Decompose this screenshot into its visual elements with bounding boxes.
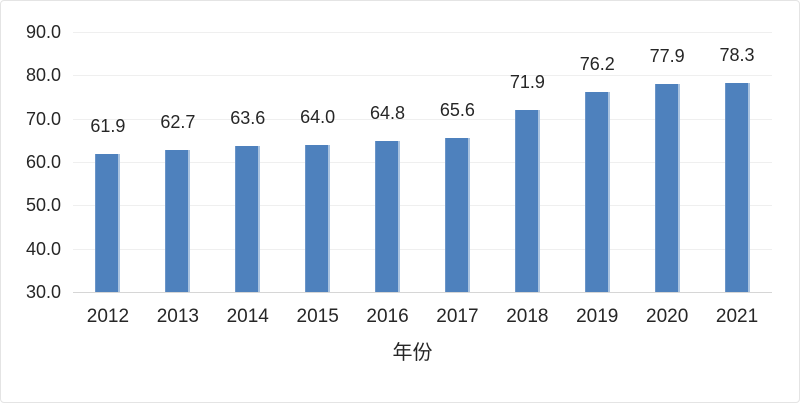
- bar-2017: [444, 137, 470, 292]
- y-tick-label: 50.0: [25, 195, 61, 216]
- y-tick-label: 60.0: [25, 152, 61, 172]
- bar-value-label: 78.3: [719, 44, 755, 65]
- bar-value-label: 64.8: [370, 103, 406, 124]
- x-tick-label: 2015: [296, 306, 339, 327]
- gridline: [73, 162, 772, 163]
- gridline: [73, 248, 772, 250]
- x-axis-line: [73, 292, 772, 293]
- x-tick-label: 2021: [715, 306, 759, 327]
- x-tick-label: 2014: [226, 306, 269, 327]
- bar-2013: [165, 150, 191, 292]
- gridline: [73, 118, 772, 120]
- bar-2021: [724, 82, 750, 292]
- x-tick-label: 2012: [86, 306, 130, 327]
- bar-2019: [584, 91, 610, 292]
- bar-2015: [305, 144, 331, 292]
- bar-value-label: 76.2: [579, 53, 615, 74]
- bar-2014: [235, 146, 261, 292]
- gridline: [73, 32, 772, 33]
- bar-value-label: 62.7: [160, 112, 196, 133]
- bar-value-label: 64.0: [300, 106, 336, 127]
- bar-2018: [514, 110, 540, 292]
- bar-2020: [654, 84, 680, 292]
- y-tick-label: 30.0: [25, 282, 61, 302]
- bar-2012: [95, 153, 121, 292]
- x-tick-label: 2016: [366, 306, 409, 327]
- x-axis-title: 年份: [392, 342, 433, 364]
- x-tick-label: 2020: [646, 306, 689, 327]
- plot-area: [73, 32, 772, 293]
- bar-value-label: 61.9: [90, 115, 126, 136]
- x-tick-label: 2013: [156, 306, 199, 327]
- y-tick-label: 70.0: [25, 108, 61, 129]
- bar-value-label: 63.6: [230, 108, 266, 129]
- bar-value-label: 71.9: [509, 72, 545, 93]
- x-tick-label: 2017: [436, 306, 479, 327]
- gridline: [73, 75, 772, 77]
- x-tick-label: 2018: [506, 306, 549, 327]
- bar-value-label: 65.6: [439, 99, 475, 120]
- y-tick-label: 80.0: [25, 65, 61, 86]
- y-tick-label: 90.0: [25, 22, 61, 42]
- y-tick-label: 40.0: [25, 238, 61, 259]
- x-tick-label: 2019: [576, 306, 619, 327]
- bar-2016: [375, 141, 401, 292]
- gridline: [73, 205, 772, 207]
- bar-value-label: 77.9: [649, 46, 685, 67]
